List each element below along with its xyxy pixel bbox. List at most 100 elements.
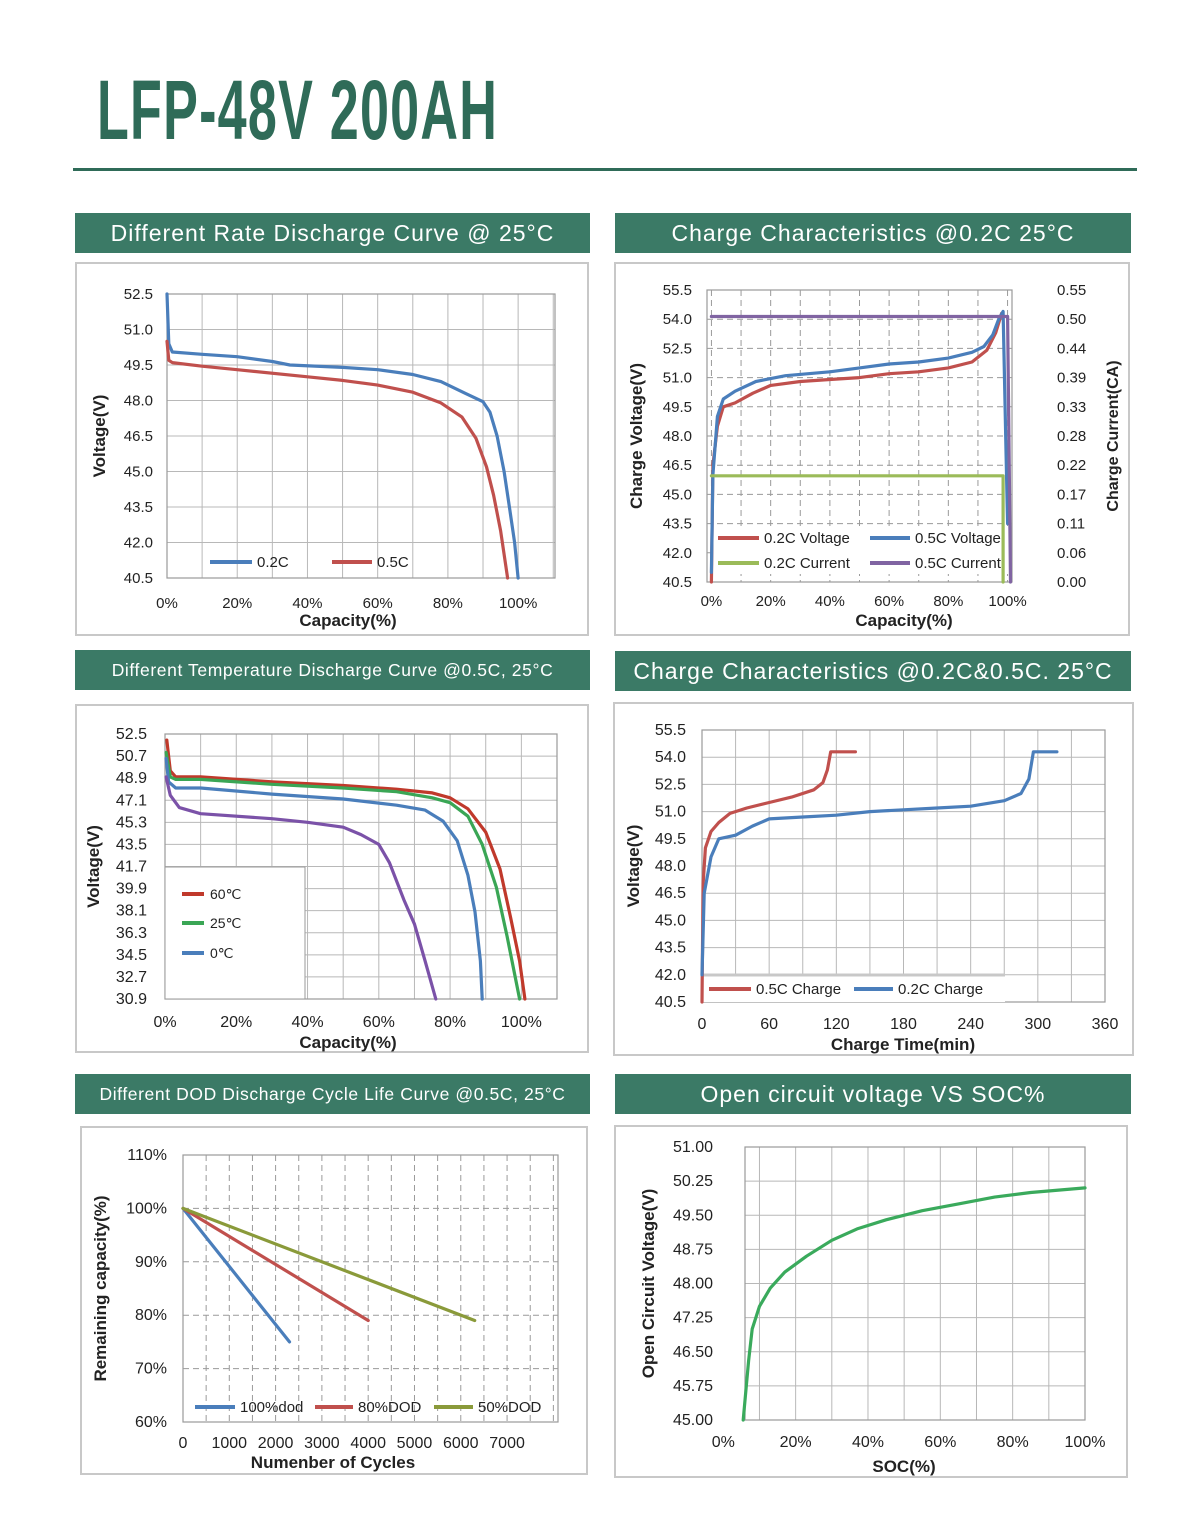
y-tick-label: 34.5 bbox=[116, 947, 147, 964]
legend-label: 0.2C Charge bbox=[898, 981, 983, 998]
y-tick-label: 46.50 bbox=[673, 1344, 713, 1361]
chart-svg: 55.5 54.0 52.5 51.0 49.5 48.0 46.5 45.0 43.5 42.0… bbox=[627, 282, 1122, 630]
series-line-0-2c bbox=[165, 292, 520, 580]
y-tick-label: 46.5 bbox=[655, 885, 686, 902]
y2-tick-label: 0.55 bbox=[1057, 282, 1086, 299]
x-tick-label: 0% bbox=[712, 1434, 735, 1451]
x-tick-label: 0 bbox=[179, 1435, 188, 1452]
legend-label: 0.2C Voltage bbox=[764, 530, 850, 547]
y2-tick-label: 0.17 bbox=[1057, 486, 1086, 503]
y-tick-label: 54.0 bbox=[663, 311, 692, 328]
y-tick-label: 42.0 bbox=[663, 545, 692, 562]
y-tick-label: 40.5 bbox=[124, 570, 153, 587]
legend-label: 60℃ bbox=[210, 886, 241, 902]
grid bbox=[745, 1146, 1086, 1421]
y-tick-label: 48.00 bbox=[673, 1276, 713, 1293]
x-tick-label: 20% bbox=[780, 1434, 812, 1451]
y-tick-label: 90% bbox=[135, 1254, 167, 1271]
y2-tick-label: 0.22 bbox=[1057, 457, 1086, 474]
plot-frame bbox=[706, 289, 1013, 583]
y-axis-title: Charge Voltage(V) bbox=[627, 363, 646, 509]
x-tick-label: 80% bbox=[933, 593, 963, 610]
x-axis-title: Capacity(%) bbox=[299, 611, 396, 630]
series-line-60- bbox=[165, 738, 527, 1001]
panel-header-ocv-soc: Open circuit voltage VS SOC% bbox=[615, 1074, 1131, 1114]
y-tick-label: 80% bbox=[135, 1307, 167, 1324]
y-tick-label: 46.5 bbox=[124, 428, 153, 445]
series-line-50-dod bbox=[181, 1206, 477, 1323]
y-tick-label: 41.7 bbox=[116, 859, 147, 876]
x-tick-label: 4000 bbox=[350, 1435, 386, 1452]
y-tick-label: 45.75 bbox=[673, 1378, 713, 1395]
x-tick-label: 7000 bbox=[489, 1435, 525, 1452]
y-tick-label: 48.0 bbox=[655, 858, 686, 875]
legend-box bbox=[164, 866, 306, 1000]
y-tick-label: 51.0 bbox=[124, 322, 153, 339]
y-tick-label: 40.5 bbox=[663, 574, 692, 591]
series-line-unlabeled-3 bbox=[164, 775, 438, 1001]
y-tick-label: 52.5 bbox=[124, 286, 153, 303]
x-tick-label: 300 bbox=[1024, 1016, 1051, 1033]
x-tick-label: 80% bbox=[997, 1434, 1029, 1451]
legend-label: 0.5C Voltage bbox=[915, 530, 1001, 547]
y-axis-title: Open Circuit Voltage(V) bbox=[639, 1189, 658, 1379]
y2-tick-label: 0.33 bbox=[1057, 399, 1086, 416]
x-tick-label: 1000 bbox=[211, 1435, 247, 1452]
chart-temperature-discharge: 52.5 50.7 48.9 47.1 45.3 43.5 41.7 39.9 38.1 36.3… bbox=[75, 704, 589, 1053]
y-tick-label: 55.5 bbox=[663, 282, 692, 299]
y-tick-label: 110% bbox=[127, 1147, 167, 1164]
x-tick-label: 20% bbox=[756, 593, 786, 610]
y-tick-label: 52.5 bbox=[655, 776, 686, 793]
y-tick-label: 32.7 bbox=[116, 969, 147, 986]
y-tick-label: 36.3 bbox=[116, 925, 147, 942]
x-tick-label: 60% bbox=[874, 593, 904, 610]
x-axis-title: Charge Time(min) bbox=[831, 1035, 975, 1054]
y-tick-label: 52.5 bbox=[663, 340, 692, 357]
legend-label: 0.2C Current bbox=[764, 555, 851, 572]
legend-label: 0℃ bbox=[210, 945, 234, 961]
y-tick-label: 49.50 bbox=[673, 1207, 713, 1224]
y2-axis-title: Charge Current(CA) bbox=[1105, 360, 1122, 511]
legend-label: 0.5C Charge bbox=[756, 981, 841, 998]
y2-tick-label: 0.44 bbox=[1057, 340, 1086, 357]
x-tick-label: 40% bbox=[292, 1014, 324, 1031]
plot-frame bbox=[182, 1154, 559, 1423]
y-tick-label: 51.0 bbox=[655, 804, 686, 821]
y2-tick-label: 0.00 bbox=[1057, 574, 1086, 591]
series-line-0-5c-current bbox=[709, 314, 1013, 584]
series-line-0-5c bbox=[165, 339, 510, 580]
panel-header-rate-discharge: Different Rate Discharge Curve @ 25°C bbox=[75, 213, 590, 253]
chart-svg: 55.5 54.0 52.5 51.0 49.5 48.0 46.5 45.0 43.5 42.0… bbox=[624, 722, 1119, 1054]
y-tick-label: 43.5 bbox=[116, 836, 147, 853]
y-tick-label: 50.25 bbox=[673, 1173, 713, 1190]
chart-rate-discharge: 52.5 51.0 49.5 48.0 46.5 45.0 43.5 42.0 40.5 0% 20… bbox=[75, 262, 589, 636]
y-tick-label: 43.5 bbox=[655, 940, 686, 957]
legend-label: 50%DOD bbox=[478, 1399, 542, 1416]
chart-svg: 52.5 50.7 48.9 47.1 45.3 43.5 41.7 39.9 38.1 36.3… bbox=[84, 726, 558, 1052]
x-tick-label: 20% bbox=[220, 1014, 252, 1031]
chart-ocv-soc: 51.00 50.25 49.50 48.75 48.00 47.25 46.50 45.75… bbox=[614, 1125, 1128, 1478]
x-tick-label: 100% bbox=[499, 595, 537, 612]
y-tick-label: 60% bbox=[135, 1414, 167, 1431]
x-tick-label: 60% bbox=[363, 1014, 395, 1031]
y-tick-label: 100% bbox=[126, 1200, 167, 1217]
y-axis-title: Voltage(V) bbox=[90, 395, 109, 478]
legend-label: 0.5C bbox=[377, 554, 409, 571]
y-tick-label: 40.5 bbox=[655, 994, 686, 1011]
y-axis-title: Voltage(V) bbox=[84, 825, 103, 908]
x-tick-label: 360 bbox=[1092, 1016, 1119, 1033]
y-tick-label: 45.00 bbox=[673, 1412, 713, 1429]
y2-tick-label: 0.11 bbox=[1057, 516, 1085, 533]
y2-tick-label: 0.06 bbox=[1057, 545, 1086, 562]
grid bbox=[701, 729, 1106, 1003]
y-tick-label: 55.5 bbox=[655, 722, 686, 739]
x-tick-label: 5000 bbox=[397, 1435, 433, 1452]
legend-label: 0.5C Current bbox=[915, 555, 1002, 572]
y-tick-label: 45.0 bbox=[663, 486, 692, 503]
panel-header-temperature-discharge: Different Temperature Discharge Curve @0… bbox=[75, 650, 590, 690]
x-axis-title: SOC(%) bbox=[872, 1457, 935, 1476]
series-line-25- bbox=[164, 750, 522, 1001]
y2-tick-label: 0.50 bbox=[1057, 311, 1086, 328]
x-tick-label: 180 bbox=[890, 1016, 917, 1033]
y-tick-label: 47.25 bbox=[673, 1310, 713, 1327]
